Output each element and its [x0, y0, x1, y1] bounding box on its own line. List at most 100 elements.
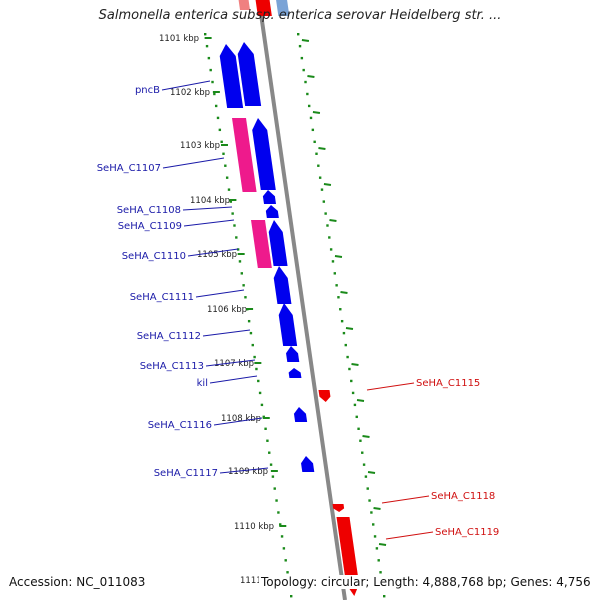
gene-arrow-c1112[interactable] [278, 303, 298, 346]
ruler-dash [345, 327, 354, 330]
gene-arrow-top-blue[interactable] [276, 0, 290, 16]
gene-label[interactable]: SeHA_C1116 [148, 420, 212, 431]
ring-dot [216, 116, 220, 120]
gene-label[interactable]: SeHA_C1117 [154, 468, 218, 479]
feature-pink-a[interactable] [232, 118, 257, 192]
gene-label[interactable]: pncB [135, 85, 160, 96]
gene-label[interactable]: SeHA_C1115 [416, 378, 480, 389]
ring-dot [326, 224, 329, 227]
ring-dot [240, 272, 243, 275]
ring-dot [337, 296, 340, 299]
ring-dot [366, 487, 369, 490]
ring-dot [211, 80, 214, 84]
ring-dot [290, 595, 293, 598]
gene-label[interactable]: SeHA_C1113 [140, 361, 204, 372]
ring-dot [362, 463, 366, 466]
gene-arrow-c1117[interactable] [301, 456, 315, 472]
ring-dot [205, 44, 209, 48]
ring-dot [377, 559, 380, 562]
ring-dot [282, 547, 286, 550]
ruler-tick-label: 1107 kbp [214, 359, 254, 369]
feature-labels: pncB SeHA_C1107 SeHA_C1108 SeHA_C1109 SeHA_C… [97, 80, 499, 540]
ring-dot [350, 379, 353, 383]
gene-label-leader [205, 359, 256, 367]
ruler-dash [323, 183, 332, 186]
gene-arrow-c1107[interactable] [252, 118, 276, 190]
gene-label[interactable]: SeHA_C1108 [117, 205, 181, 216]
gene-arrow-kil[interactable] [288, 368, 302, 378]
gene-arrow-c1113[interactable] [286, 346, 300, 362]
ruler-dash [351, 363, 359, 366]
ring-dot [238, 260, 242, 263]
gene-label[interactable]: SeHA_C1109 [118, 221, 182, 232]
feature-pink-b[interactable] [251, 220, 272, 268]
ring-dot [348, 367, 351, 371]
ruler-tick-label: 1108 kbp [221, 414, 261, 424]
ring-dot [253, 355, 256, 359]
ring-dot [231, 212, 234, 215]
gene-arrow-c1115[interactable] [318, 390, 331, 402]
ruler-dashes-right [301, 39, 392, 582]
ruler-dash [340, 291, 348, 294]
ring-dot [318, 176, 322, 179]
gene-label[interactable]: SeHA_C1112 [137, 331, 201, 342]
ring-dot [213, 92, 216, 96]
ring-dot [242, 284, 245, 287]
ring-dot [275, 499, 278, 502]
gene-label-leader [366, 382, 415, 391]
ring-dot [297, 33, 300, 36]
ruler-dash [334, 255, 343, 258]
ruler-track: 1101 kbp 1102 kbp 1103 kbp 1104 kbp 1105 kbp… [159, 33, 392, 598]
ring-dot [317, 164, 320, 167]
gene-label[interactable]: SeHA_C1110 [122, 251, 186, 262]
ruler-dash [356, 399, 365, 402]
ring-dot [304, 80, 307, 84]
gene-arrow-c1116[interactable] [293, 407, 308, 422]
ring-dot [368, 499, 371, 502]
ring-dot [298, 44, 302, 48]
gene-arrow-c1110[interactable] [268, 220, 288, 266]
ring-dot [344, 343, 347, 347]
ruler-tick-label: 1105 kbp [197, 250, 237, 260]
gene-label-leader [161, 80, 211, 91]
gene-label[interactable]: SeHA_C1118 [431, 491, 495, 502]
gene-label[interactable]: SeHA_C1107 [97, 163, 161, 174]
ring-dot [379, 571, 382, 574]
ring-dot [251, 343, 254, 347]
gene-label-leader [385, 531, 434, 540]
ruler-dash [312, 111, 321, 114]
ruler-tick-label: 1103 kbp [180, 141, 220, 151]
ring-dot [355, 415, 358, 419]
ring-dot [333, 272, 336, 275]
gene-arrow-pncb-a[interactable] [219, 44, 244, 108]
ring-dot [357, 427, 360, 430]
ruler-tick-label: 1109 kbp [228, 467, 268, 477]
ring-dot [329, 248, 333, 251]
gene-label[interactable]: SeHA_C1119 [435, 527, 499, 538]
ruler-dotted-ring-right [297, 33, 386, 598]
gene-arrow-c1118[interactable] [332, 504, 345, 512]
ring-dot [255, 367, 258, 371]
ring-dot [306, 92, 309, 96]
ring-dot [280, 535, 284, 538]
gene-arrow-pncb-b[interactable] [237, 42, 262, 106]
gene-arrow-c1111[interactable] [273, 266, 292, 304]
ruler-dash [329, 219, 337, 222]
gene-label[interactable]: kil [197, 378, 208, 389]
gene-arrow-c1109[interactable] [265, 205, 279, 218]
backbone-track [257, 0, 347, 600]
ruler-dash [301, 39, 310, 42]
ring-dot [279, 523, 282, 526]
ring-dot [236, 248, 240, 251]
gene-arrow-c1108[interactable] [262, 190, 277, 204]
ring-dot [351, 391, 355, 395]
ring-dot [322, 200, 326, 203]
ring-dot [207, 56, 211, 60]
gene-arrow-top-pink[interactable] [238, 0, 251, 10]
ring-dot [315, 152, 318, 155]
ring-dot [309, 116, 313, 120]
gene-label[interactable]: SeHA_C1111 [130, 292, 194, 303]
ring-dot [227, 188, 231, 191]
gene-arrow-top-red[interactable] [255, 0, 272, 16]
